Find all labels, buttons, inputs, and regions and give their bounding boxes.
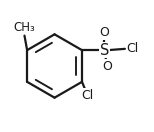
Text: O: O bbox=[99, 27, 109, 39]
Text: Cl: Cl bbox=[81, 89, 93, 102]
Text: CH₃: CH₃ bbox=[14, 21, 35, 34]
Text: O: O bbox=[102, 60, 112, 72]
Text: Cl: Cl bbox=[126, 42, 138, 55]
Text: S: S bbox=[100, 43, 109, 58]
